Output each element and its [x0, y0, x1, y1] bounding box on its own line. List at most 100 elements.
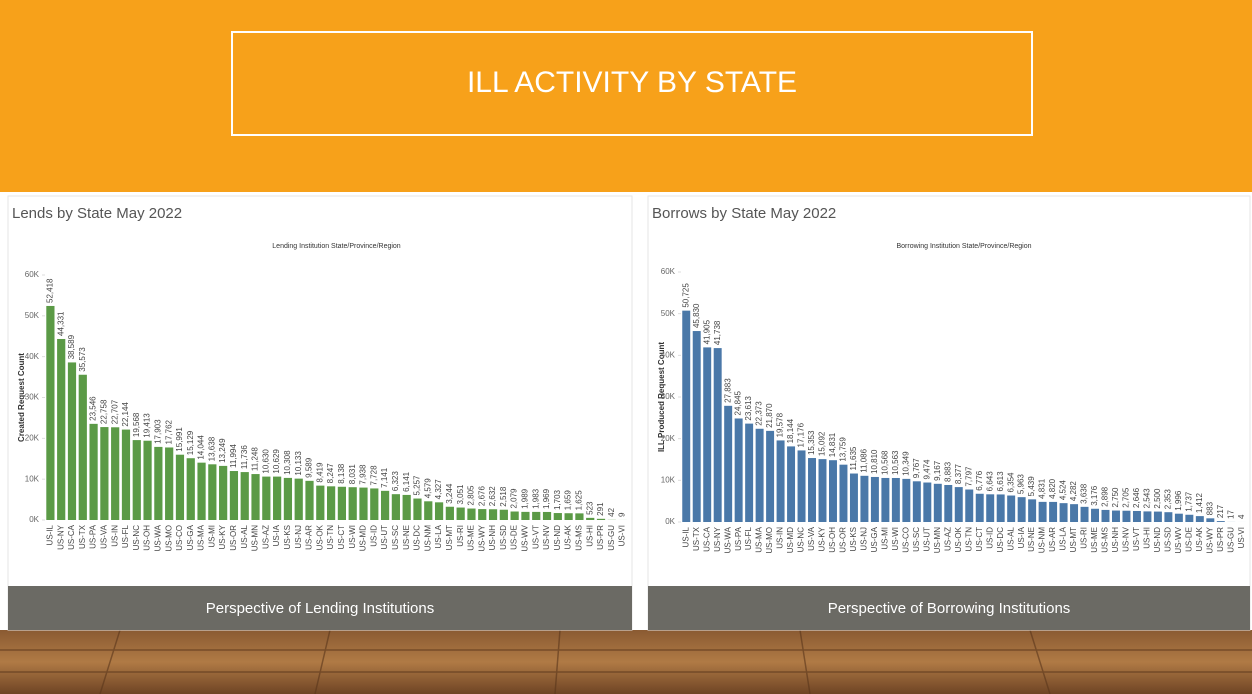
- bar: [850, 474, 858, 522]
- bar: [122, 430, 130, 520]
- x-tick-label: US-NV: [542, 524, 551, 550]
- x-tick-label: US-NC: [797, 527, 806, 553]
- value-label: 7,141: [380, 467, 389, 488]
- x-tick-label: US-KY: [218, 524, 227, 549]
- value-label: 8,419: [315, 462, 324, 483]
- x-tick-label: US-MN: [933, 527, 942, 553]
- x-tick-label: US-SD: [499, 525, 508, 550]
- value-label: 10,133: [294, 451, 303, 476]
- x-tick-label: US-WI: [348, 525, 357, 549]
- value-label: 8,138: [337, 463, 346, 484]
- bar: [1102, 510, 1110, 522]
- x-tick-label: US-GU: [1226, 527, 1235, 553]
- value-label: 523: [585, 501, 594, 515]
- bar: [1018, 497, 1026, 522]
- y-tick-label: 0K: [665, 517, 675, 526]
- caption: Perspective of Lending Institutions: [206, 600, 434, 617]
- value-label: 9,589: [305, 457, 314, 478]
- x-tick-label: US-DC: [413, 525, 422, 551]
- value-label: 10,629: [272, 449, 281, 474]
- y-tick-label: 60K: [661, 267, 676, 276]
- y-tick-label: 20K: [661, 434, 676, 443]
- value-label: 21,870: [765, 403, 774, 428]
- x-tick-label: US-OH: [828, 527, 837, 553]
- value-label: 4: [1237, 514, 1246, 519]
- x-tick-label: US-MD: [359, 525, 368, 551]
- bar: [597, 519, 605, 520]
- value-label: 18,144: [786, 418, 795, 443]
- bar: [208, 464, 216, 520]
- bar: [316, 486, 324, 520]
- x-tick-label: US-SC: [912, 527, 921, 552]
- x-tick-label: US-VA: [807, 526, 816, 551]
- value-label: 2,805: [467, 485, 476, 506]
- value-label: 42: [607, 507, 616, 516]
- bar: [892, 478, 900, 522]
- bar: [766, 431, 774, 522]
- x-tick-label: US-NJ: [294, 525, 303, 549]
- x-tick-label: US-ME: [1090, 527, 1099, 553]
- value-label: 10,568: [880, 450, 889, 475]
- x-tick-label: US-TX: [692, 526, 701, 551]
- value-label: 11,635: [849, 446, 858, 470]
- x-tick-label: US-DE: [1184, 527, 1193, 552]
- bar: [295, 479, 303, 520]
- value-label: 5,963: [1017, 474, 1026, 495]
- x-tick-label: US-NY: [56, 524, 65, 550]
- x-tick-label: US-NM: [423, 525, 432, 552]
- x-tick-label: US-AR: [305, 525, 314, 550]
- x-tick-label: US-NJ: [860, 527, 869, 551]
- bar: [143, 441, 151, 520]
- bar: [986, 494, 994, 522]
- bar: [381, 491, 389, 520]
- value-label: 1,737: [1184, 491, 1193, 512]
- x-tick-label: US-AZ: [943, 527, 952, 551]
- value-label: 11,736: [240, 445, 249, 469]
- value-label: 10,563: [891, 450, 900, 475]
- value-label: 291: [596, 502, 605, 516]
- x-tick-label: US-TN: [964, 527, 973, 552]
- value-label: 9,767: [912, 458, 921, 479]
- value-label: 8,247: [326, 463, 335, 484]
- x-tick-label: US-ME: [467, 525, 476, 551]
- value-label: 4,327: [434, 479, 443, 500]
- x-tick-label: US-CO: [901, 527, 910, 553]
- x-tick-label: US-IA: [272, 524, 281, 546]
- x-tick-label: US-VI: [618, 525, 627, 546]
- value-label: 2,353: [1163, 489, 1172, 510]
- y-tick-label: 50K: [661, 309, 676, 318]
- value-label: 217: [1216, 504, 1225, 518]
- x-tick-label: US-CA: [702, 526, 711, 552]
- x-tick-label: US-IL: [46, 524, 55, 545]
- x-tick-label: US-SC: [391, 525, 400, 550]
- value-label: 10,308: [283, 450, 292, 475]
- x-tick-label: US-IA: [1017, 526, 1026, 548]
- x-tick-label: US-MA: [197, 524, 206, 550]
- x-tick-label: US-MA: [755, 526, 764, 552]
- bar: [1122, 511, 1130, 522]
- x-tick-label: US-NV: [1122, 526, 1131, 552]
- x-tick-label: US-VT: [531, 525, 540, 549]
- value-label: 2,676: [477, 486, 486, 507]
- x-tick-label: US-SD: [1163, 527, 1172, 552]
- x-tick-label: US-NE: [402, 525, 411, 550]
- chart-subtitle: Lending Institution State/Province/Regio…: [272, 243, 401, 250]
- bar: [133, 440, 141, 520]
- x-tick-label: US-ID: [369, 525, 378, 547]
- bar: [955, 487, 963, 522]
- bar: [693, 331, 701, 522]
- value-label: 8,883: [943, 461, 952, 482]
- x-tick-label: US-HI: [1143, 527, 1152, 549]
- value-label: 1,989: [521, 488, 530, 509]
- bar: [923, 483, 931, 522]
- bar: [521, 512, 529, 520]
- bar: [424, 501, 432, 520]
- value-label: 10,630: [261, 449, 270, 474]
- x-tick-label: US-TX: [78, 524, 87, 549]
- bar: [100, 427, 108, 520]
- bar: [413, 499, 421, 520]
- bar: [489, 509, 497, 520]
- x-tick-label: US-WV: [521, 524, 530, 551]
- value-label: 19,413: [143, 413, 152, 438]
- x-tick-label: US-FL: [744, 526, 753, 550]
